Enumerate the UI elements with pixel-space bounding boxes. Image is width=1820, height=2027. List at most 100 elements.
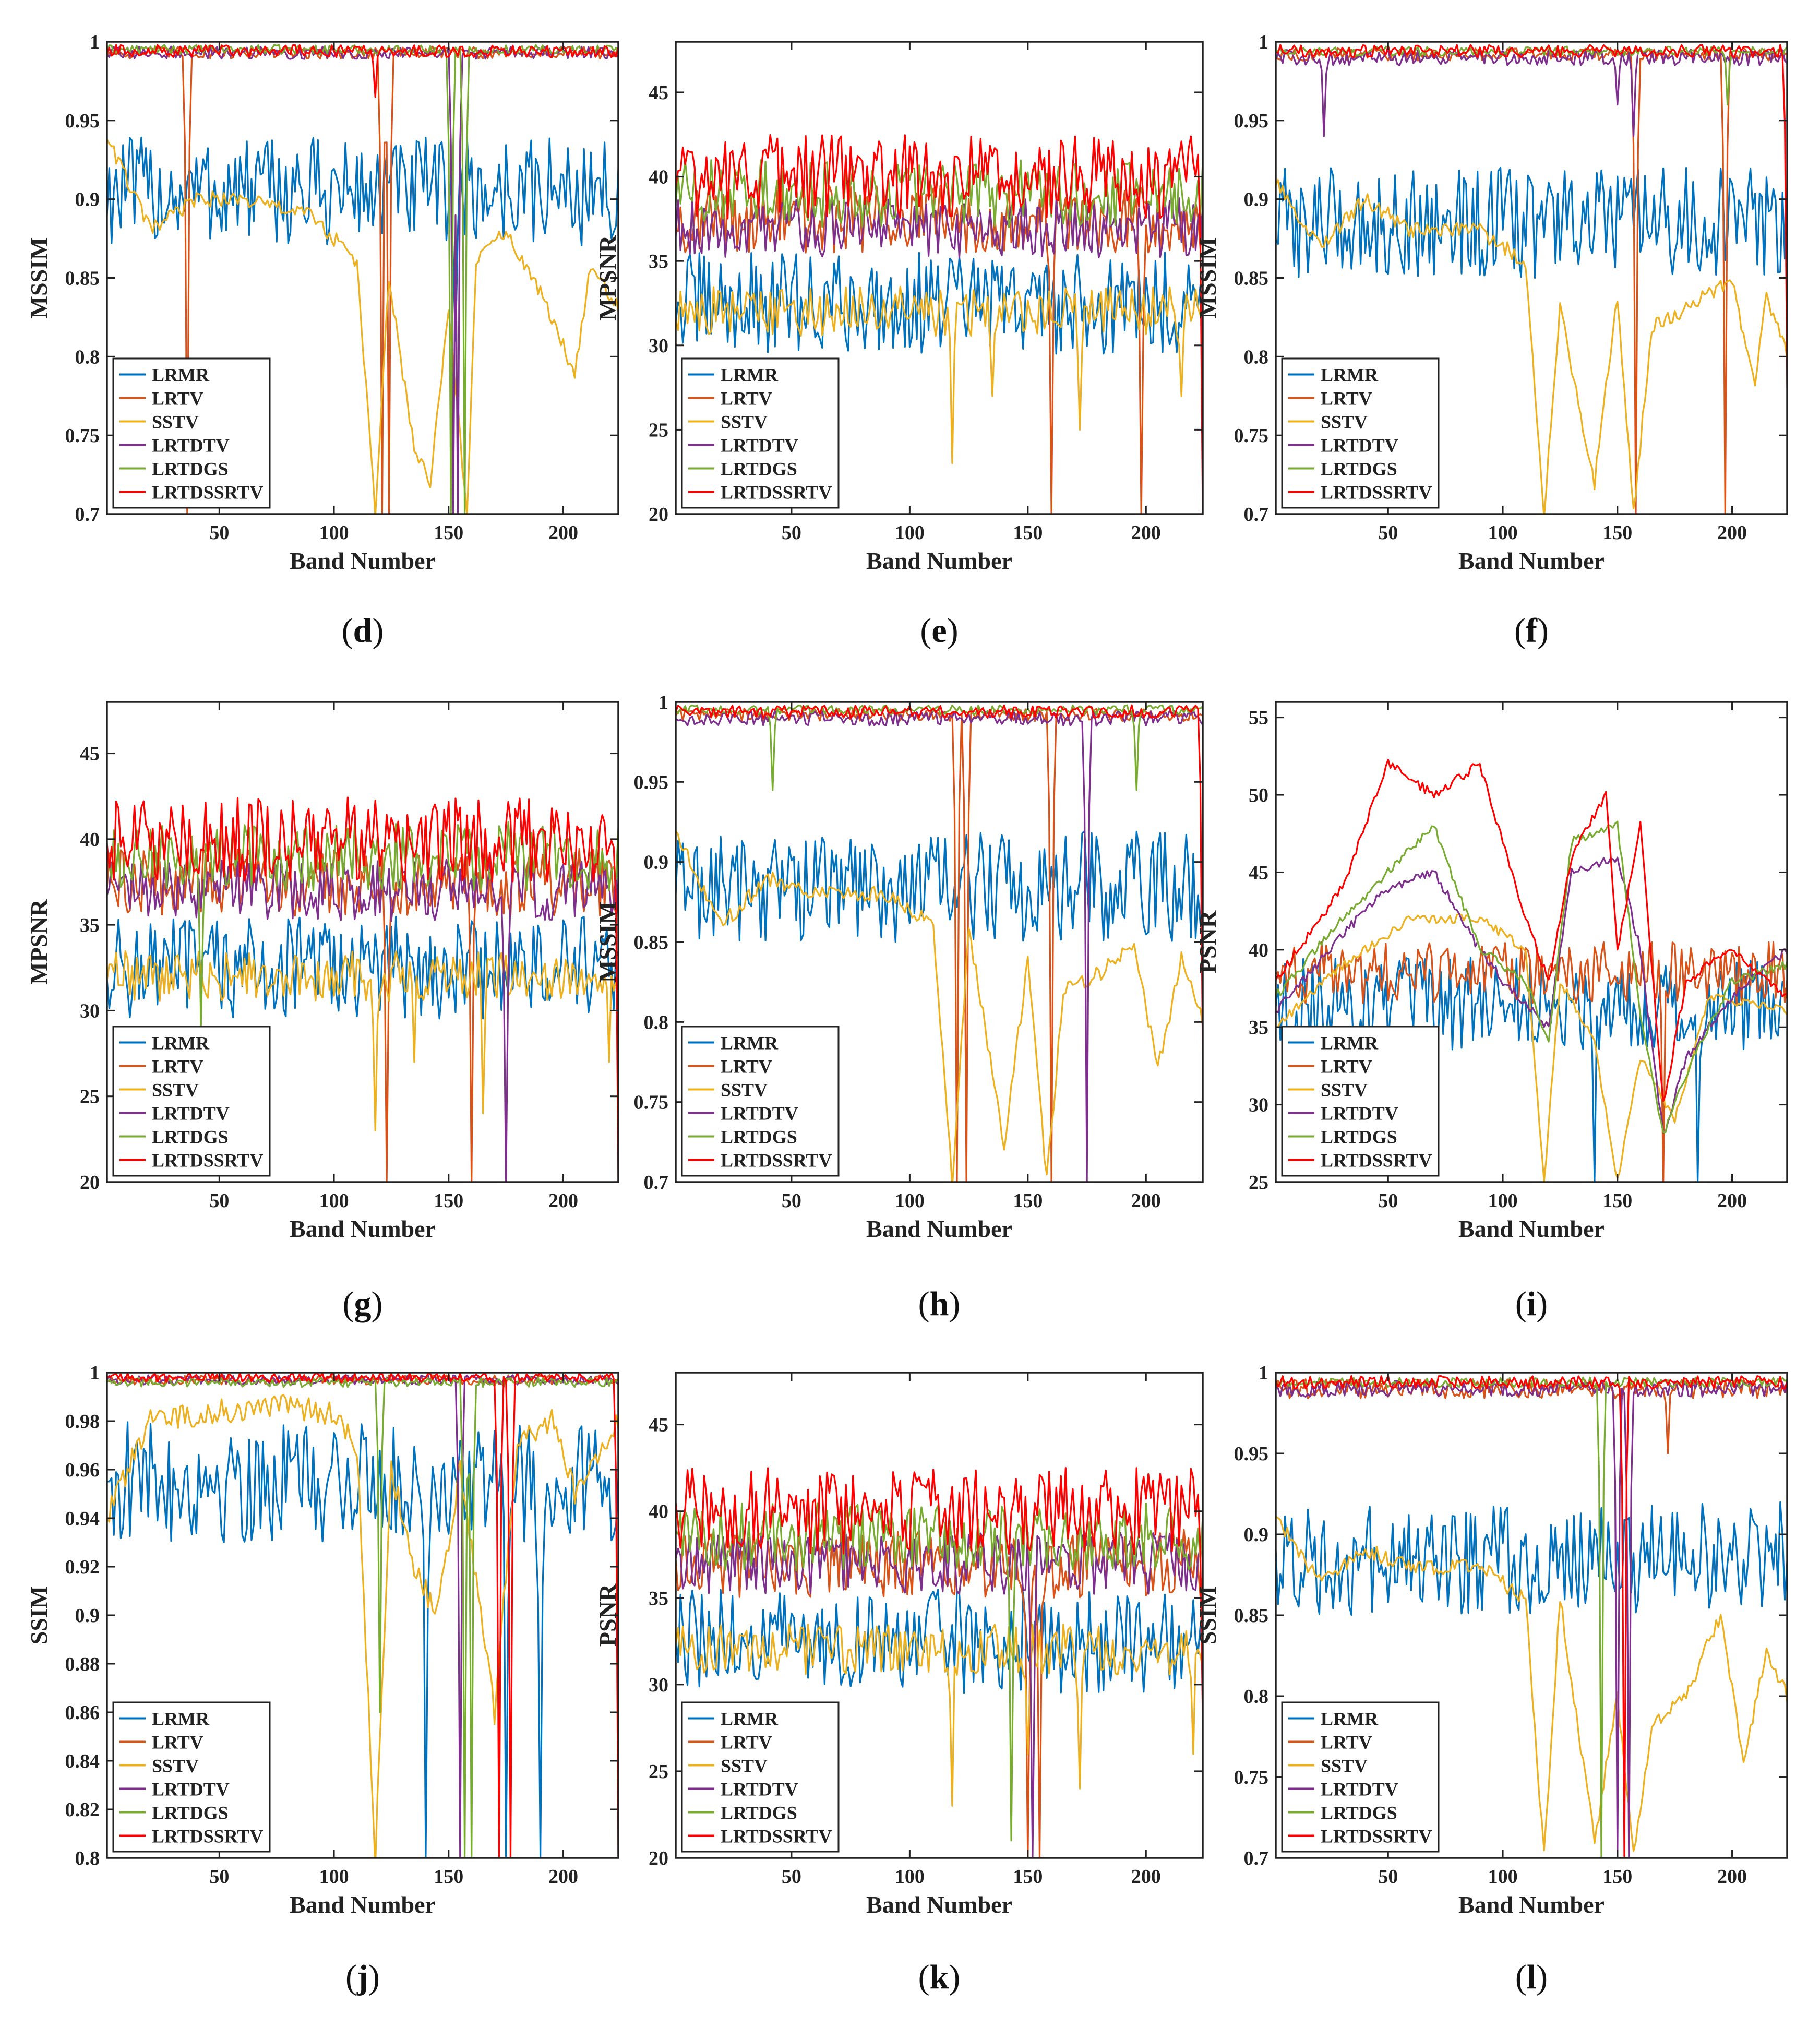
x-axis-label: Band Number <box>1458 1891 1605 1918</box>
x-tick-label: 200 <box>548 522 578 544</box>
y-tick-label: 20 <box>80 1172 100 1194</box>
legend: LRMRLRTVSSTVLRTDTVLRTDGSLRTDSSRTV <box>682 1027 839 1176</box>
y-tick-label: 25 <box>649 419 668 441</box>
y-axis-label: MSSIM <box>1194 237 1221 319</box>
y-tick-label: 30 <box>649 335 668 357</box>
y-tick-label: 0.9 <box>1244 1524 1269 1546</box>
x-tick-label: 150 <box>1602 1866 1632 1888</box>
legend-label-lrtv: LRTV <box>152 388 203 409</box>
y-tick-label: 1 <box>1259 1362 1268 1384</box>
x-tick-label: 150 <box>434 1190 463 1212</box>
x-tick-label: 50 <box>1378 1866 1398 1888</box>
legend-label-sstv: SSTV <box>152 1756 199 1776</box>
legend-label-lrtdssrtv: LRTDSSRTV <box>721 1826 832 1847</box>
y-tick-label: 0.75 <box>634 1092 669 1114</box>
x-tick-label: 200 <box>1131 522 1161 544</box>
x-tick-label: 50 <box>782 522 801 544</box>
y-tick-label: 0.95 <box>634 771 669 793</box>
x-axis-label: Band Number <box>290 1891 436 1918</box>
y-tick-label: 0.86 <box>65 1702 100 1724</box>
x-tick-label: 150 <box>1013 1190 1043 1212</box>
panel-caption: (i) <box>1515 1285 1548 1323</box>
y-axis-label: SSIM <box>26 1586 52 1644</box>
x-tick-label: 100 <box>319 522 349 544</box>
legend-label-lrtdssrtv: LRTDSSRTV <box>152 1150 264 1171</box>
legend-label-lrtdssrtv: LRTDSSRTV <box>1321 1150 1432 1171</box>
legend-label-lrtv: LRTV <box>152 1056 203 1077</box>
x-tick-label: 100 <box>319 1866 349 1888</box>
figure: 50 100 150 200 0.7 0.75 0.8 0.85 0.9 0.95 1 Band Nu… <box>0 0 1820 2027</box>
legend-label-lrmr: LRMR <box>1321 1033 1379 1054</box>
y-tick-label: 0.94 <box>65 1508 100 1530</box>
x-tick-label: 50 <box>209 1190 229 1212</box>
x-tick-label: 50 <box>1378 1190 1398 1212</box>
y-tick-label: 0.85 <box>1234 1605 1269 1627</box>
x-axis-label: Band Number <box>866 1215 1012 1242</box>
x-tick-label: 100 <box>895 522 925 544</box>
y-tick-label: 0.84 <box>65 1750 100 1772</box>
y-tick-label: 0.95 <box>1234 110 1269 132</box>
x-tick-label: 200 <box>1131 1190 1161 1212</box>
y-axis-label: MPSNR <box>26 899 52 984</box>
x-tick-label: 150 <box>1602 1190 1632 1212</box>
legend-label-lrtdtv: LRTDTV <box>1321 1103 1398 1124</box>
legend-label-lrtdgs: LRTDGS <box>1321 459 1397 480</box>
legend-label-lrmr: LRMR <box>152 1709 210 1730</box>
x-tick-label: 150 <box>434 1866 463 1888</box>
legend-label-lrtdgs: LRTDGS <box>721 459 797 480</box>
y-axis-label: MPSNR <box>594 235 621 320</box>
x-tick-label: 200 <box>1717 1866 1747 1888</box>
y-tick-label: 40 <box>80 829 100 851</box>
y-tick-label: 0.75 <box>1234 1767 1269 1788</box>
y-tick-label: 45 <box>1249 862 1268 884</box>
panel-caption: (d) <box>342 612 384 650</box>
legend-label-sstv: SSTV <box>721 412 768 433</box>
x-tick-label: 200 <box>548 1866 578 1888</box>
legend-label-lrtdssrtv: LRTDSSRTV <box>1321 1826 1432 1847</box>
panel-caption: (e) <box>920 612 958 650</box>
x-axis-label: Band Number <box>1458 1215 1605 1242</box>
legend-label-lrtdssrtv: LRTDSSRTV <box>721 1150 832 1171</box>
y-tick-label: 0.8 <box>75 346 100 368</box>
y-tick-label: 0.88 <box>65 1653 100 1675</box>
y-axis-label: MSSIM <box>26 237 52 319</box>
y-tick-label: 20 <box>649 504 668 526</box>
legend-label-lrtdtv: LRTDTV <box>721 1103 798 1124</box>
legend-label-lrtdtv: LRTDTV <box>152 435 230 456</box>
y-tick-label: 0.9 <box>644 852 669 874</box>
y-tick-label: 0.7 <box>1244 504 1269 526</box>
x-tick-label: 150 <box>1602 522 1632 544</box>
y-tick-label: 0.85 <box>634 932 669 953</box>
legend-label-lrtv: LRTV <box>721 1056 772 1077</box>
legend-label-lrtdtv: LRTDTV <box>1321 1779 1398 1800</box>
legend-label-lrtv: LRTV <box>721 388 772 409</box>
legend-label-lrtv: LRTV <box>1321 1732 1372 1753</box>
x-tick-label: 50 <box>209 1866 229 1888</box>
legend-label-sstv: SSTV <box>152 1080 199 1101</box>
legend-label-lrtv: LRTV <box>1321 388 1372 409</box>
legend: LRMRLRTVSSTVLRTDTVLRTDGSLRTDSSRTV <box>1282 359 1439 508</box>
legend-label-lrmr: LRMR <box>1321 365 1379 386</box>
x-tick-label: 200 <box>548 1190 578 1212</box>
legend-label-sstv: SSTV <box>721 1756 768 1776</box>
y-tick-label: 25 <box>80 1086 100 1108</box>
legend-label-sstv: SSTV <box>152 412 199 433</box>
x-tick-label: 200 <box>1717 522 1747 544</box>
legend-label-lrmr: LRMR <box>152 365 210 386</box>
y-tick-label: 0.7 <box>644 1172 669 1194</box>
y-tick-label: 0.8 <box>1244 346 1269 368</box>
y-tick-label: 45 <box>80 743 100 765</box>
x-tick-label: 100 <box>1488 1866 1518 1888</box>
y-tick-label: 0.82 <box>65 1799 100 1821</box>
y-axis-label: MSSIM <box>594 901 621 983</box>
legend-label-lrmr: LRMR <box>721 1709 779 1730</box>
y-tick-label: 0.75 <box>1234 425 1269 447</box>
legend-label-lrtdssrtv: LRTDSSRTV <box>152 1826 264 1847</box>
legend-label-lrtdtv: LRTDTV <box>721 1779 798 1800</box>
legend-label-lrtdgs: LRTDGS <box>152 1127 229 1148</box>
legend-label-sstv: SSTV <box>1321 412 1368 433</box>
y-tick-label: 35 <box>649 1588 668 1609</box>
legend-label-lrtdtv: LRTDTV <box>721 435 798 456</box>
